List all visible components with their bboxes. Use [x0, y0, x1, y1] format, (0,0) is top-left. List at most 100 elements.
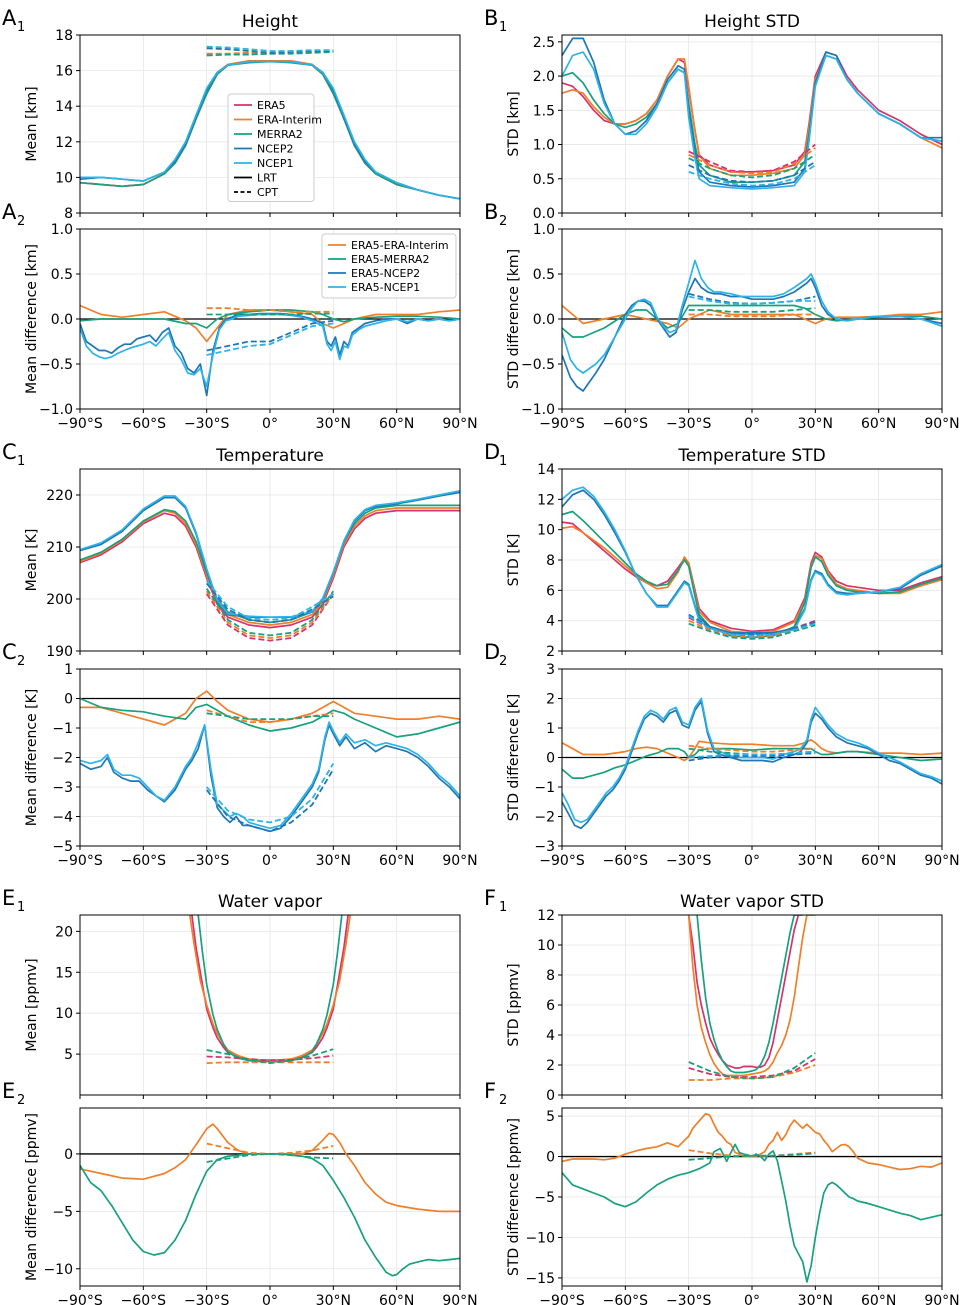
y-tick-label: 6 [546, 583, 555, 599]
y-axis-label: Mean [K] [24, 529, 40, 592]
y-axis-label: STD [ppmv] [506, 963, 522, 1046]
series-line-era5 [80, 509, 460, 629]
grid [561, 914, 943, 1096]
series-line-era-interim [687, 915, 816, 1077]
y-tick-label: 12 [537, 908, 555, 924]
y-tick-label: −5 [534, 1190, 555, 1206]
legend-box [227, 93, 315, 202]
panel-subscript: 2 [499, 1093, 507, 1108]
series-line-era5-merra2 [562, 1143, 942, 1283]
series-group [562, 37, 942, 190]
y-axis-label: STD [K] [506, 534, 522, 587]
panel-letter: A [2, 200, 17, 224]
y-axis-label: Mean [ppmv] [24, 958, 40, 1051]
series-line-merra2-cpt [688, 154, 816, 179]
series-line-era5-cpt [688, 1058, 816, 1078]
panel-e1: 5 10 15 20 Mean [ppmv] Water vapor E 1 [2, 886, 461, 1099]
grid [79, 469, 461, 652]
x-tick-label: 60°N [861, 416, 896, 432]
series-group [188, 915, 352, 1064]
y-tick-label: 2 [546, 644, 555, 660]
panel-c1: 190 200 210 220 Mean [K] Temperature C 1 [2, 440, 461, 660]
series-line-era5-era-interim-cpt [206, 307, 334, 313]
legend-label-era5: ERA5 [257, 99, 286, 112]
series-group [80, 304, 460, 397]
legend-label-era-interim: ERA-Interim [257, 114, 322, 127]
legend-label-ncep1: NCEP1 [257, 157, 294, 170]
x-tick-label: 0° [262, 1293, 278, 1305]
x-tick-label: 0° [744, 1293, 760, 1305]
y-tick-label: 15 [55, 965, 73, 981]
x-tick-label: 90°N [442, 1293, 477, 1305]
series-line-ncep2-cpt [688, 613, 816, 636]
y-tick-label: 200 [46, 592, 73, 608]
x-tick-label: −90°S [57, 1293, 103, 1305]
legend-label-era5-merra2: ERA5-MERRA2 [351, 253, 429, 266]
series-line-era5-era-interim-cpt [688, 313, 816, 318]
y-axis-label: Mean difference [ppmv] [24, 1113, 40, 1281]
legend-label-era5-ncep2: ERA5-NCEP2 [351, 267, 420, 280]
panel-d2: −3 −2 −1 0 1 2 3 −90°S −60°S −30°S 0° 30°N 60°N 90°N S… [484, 640, 960, 869]
y-tick-label: 0.0 [533, 206, 555, 222]
y-tick-label: 5 [546, 1109, 555, 1125]
series-line-era5-ncep2-cpt [205, 768, 335, 833]
y-tick-label: 2 [546, 692, 555, 708]
panel-subscript: 1 [499, 454, 507, 469]
series-line-era5-cpt [206, 1054, 334, 1062]
series-line-era5-ncep1-cpt [206, 762, 335, 824]
y-tick-label: 18 [55, 28, 73, 44]
x-tick-label: −90°S [57, 416, 103, 432]
panel-subscript: 1 [17, 20, 25, 35]
series-line-ncep1 [80, 489, 460, 619]
y-tick-label: −2 [52, 751, 73, 767]
panel-letter: C [2, 640, 17, 664]
panel-letter: D [484, 640, 500, 664]
series-line-ncep1 [80, 60, 460, 200]
x-tick-label: 30°N [316, 1293, 351, 1305]
series-line-era5 [562, 521, 942, 633]
y-tick-label: 2.5 [533, 35, 555, 51]
series-line-era5-merra2-cpt [688, 307, 816, 313]
series-line-ncep1-cpt [206, 45, 334, 52]
y-tick-label: 5 [64, 1047, 73, 1063]
series-line-merra2-cpt [205, 588, 335, 637]
panel-c2: −5 −4 −3 −2 −1 0 1 −90°S −60°S −30°S 0° 30°N 60°N 90°… [2, 640, 478, 869]
y-tick-label: 8 [64, 206, 73, 222]
panel-title: Height [242, 12, 299, 32]
y-tick-label: 10 [537, 523, 555, 539]
y-axis-label: STD difference [km] [506, 249, 522, 389]
y-axis-label: STD difference [K] [506, 694, 522, 822]
x-tick-label: 90°N [924, 853, 959, 869]
x-tick-label: −60°S [603, 416, 649, 432]
x-tick-label: 60°N [379, 1293, 414, 1305]
panel-f2: −15 −10 −5 0 5 −90°S −60°S −30°S 0° 30°N 60°N 90°N S… [484, 1079, 960, 1305]
legend: ERA5-ERA-InterimERA5-MERRA2ERA5-NCEP2ERA… [321, 233, 457, 299]
y-tick-label: 12 [55, 135, 73, 151]
x-tick-label: −60°S [121, 853, 167, 869]
y-tick-label: 8 [546, 968, 555, 984]
panel-letter: F [484, 1079, 496, 1103]
x-tick-label: −30°S [184, 853, 230, 869]
x-tick-label: −30°S [184, 416, 230, 432]
series-group [562, 259, 942, 392]
series-group [562, 486, 942, 640]
panel-subscript: 1 [17, 454, 25, 469]
x-tick-label: 30°N [316, 853, 351, 869]
panel-title: Water vapor [218, 892, 322, 912]
y-tick-label: 210 [46, 540, 73, 556]
grid [79, 915, 461, 1095]
legend-label-cpt: CPT [257, 186, 278, 199]
y-tick-label: 2.0 [533, 69, 555, 85]
x-tick-label: 30°N [316, 416, 351, 432]
panel-letter: D [484, 440, 500, 464]
series-line-ncep1-cpt [688, 164, 816, 187]
series-line-era5-ncep2 [80, 724, 460, 833]
x-tick-label: −30°S [666, 1293, 712, 1305]
panel-subscript: 1 [499, 900, 507, 915]
x-tick-label: −30°S [184, 1293, 230, 1305]
series-line-era5-era-interim [562, 304, 942, 329]
y-tick-label: 1.0 [533, 222, 555, 238]
